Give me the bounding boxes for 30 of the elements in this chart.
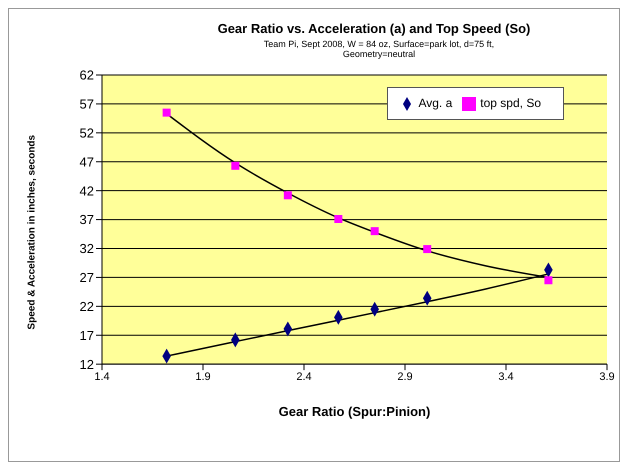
y-tick-label: 27 <box>80 270 94 286</box>
y-tick-label: 62 <box>80 68 94 83</box>
point <box>284 191 292 200</box>
y-tick-label: 12 <box>80 356 94 372</box>
x-tick-label: 1.4 <box>94 370 110 383</box>
point <box>544 276 552 284</box>
legend-label: Avg. a <box>418 96 452 110</box>
y-axis-title: Speed & Acceleration in inches, seconds <box>26 134 38 330</box>
y-tick-label: 52 <box>80 125 94 140</box>
point <box>162 108 171 117</box>
point <box>423 245 432 254</box>
x-tick-label: 2.9 <box>397 370 413 383</box>
x-tick-label: 3.9 <box>599 370 615 383</box>
point <box>370 227 379 236</box>
x-tick-label: 1.9 <box>195 370 211 383</box>
legend-label: top spd, So <box>480 96 541 110</box>
chart-subtitle: Team Pi, Sept 2008, W = 84 oz, Surface=park lot, d=75 ft, Geometry=neutral <box>262 39 496 59</box>
y-tick-label: 42 <box>80 183 94 198</box>
x-axis-title: Gear Ratio (Spur:Pinion) <box>278 404 430 420</box>
y-tick-label: 17 <box>80 328 94 343</box>
y-tick-label: 22 <box>80 298 94 314</box>
y-tick-label: 47 <box>80 154 94 170</box>
y-tick-label: 57 <box>80 96 94 112</box>
y-tick-label: 32 <box>80 241 94 256</box>
y-tick-label: 37 <box>80 212 94 228</box>
point <box>231 162 240 170</box>
point <box>334 215 342 224</box>
x-tick-label: 2.4 <box>296 370 312 383</box>
chart-title: Gear Ratio vs. Acceleration (a) and Top Speed (So) <box>216 21 532 36</box>
x-tick-label: 3.4 <box>498 370 514 383</box>
